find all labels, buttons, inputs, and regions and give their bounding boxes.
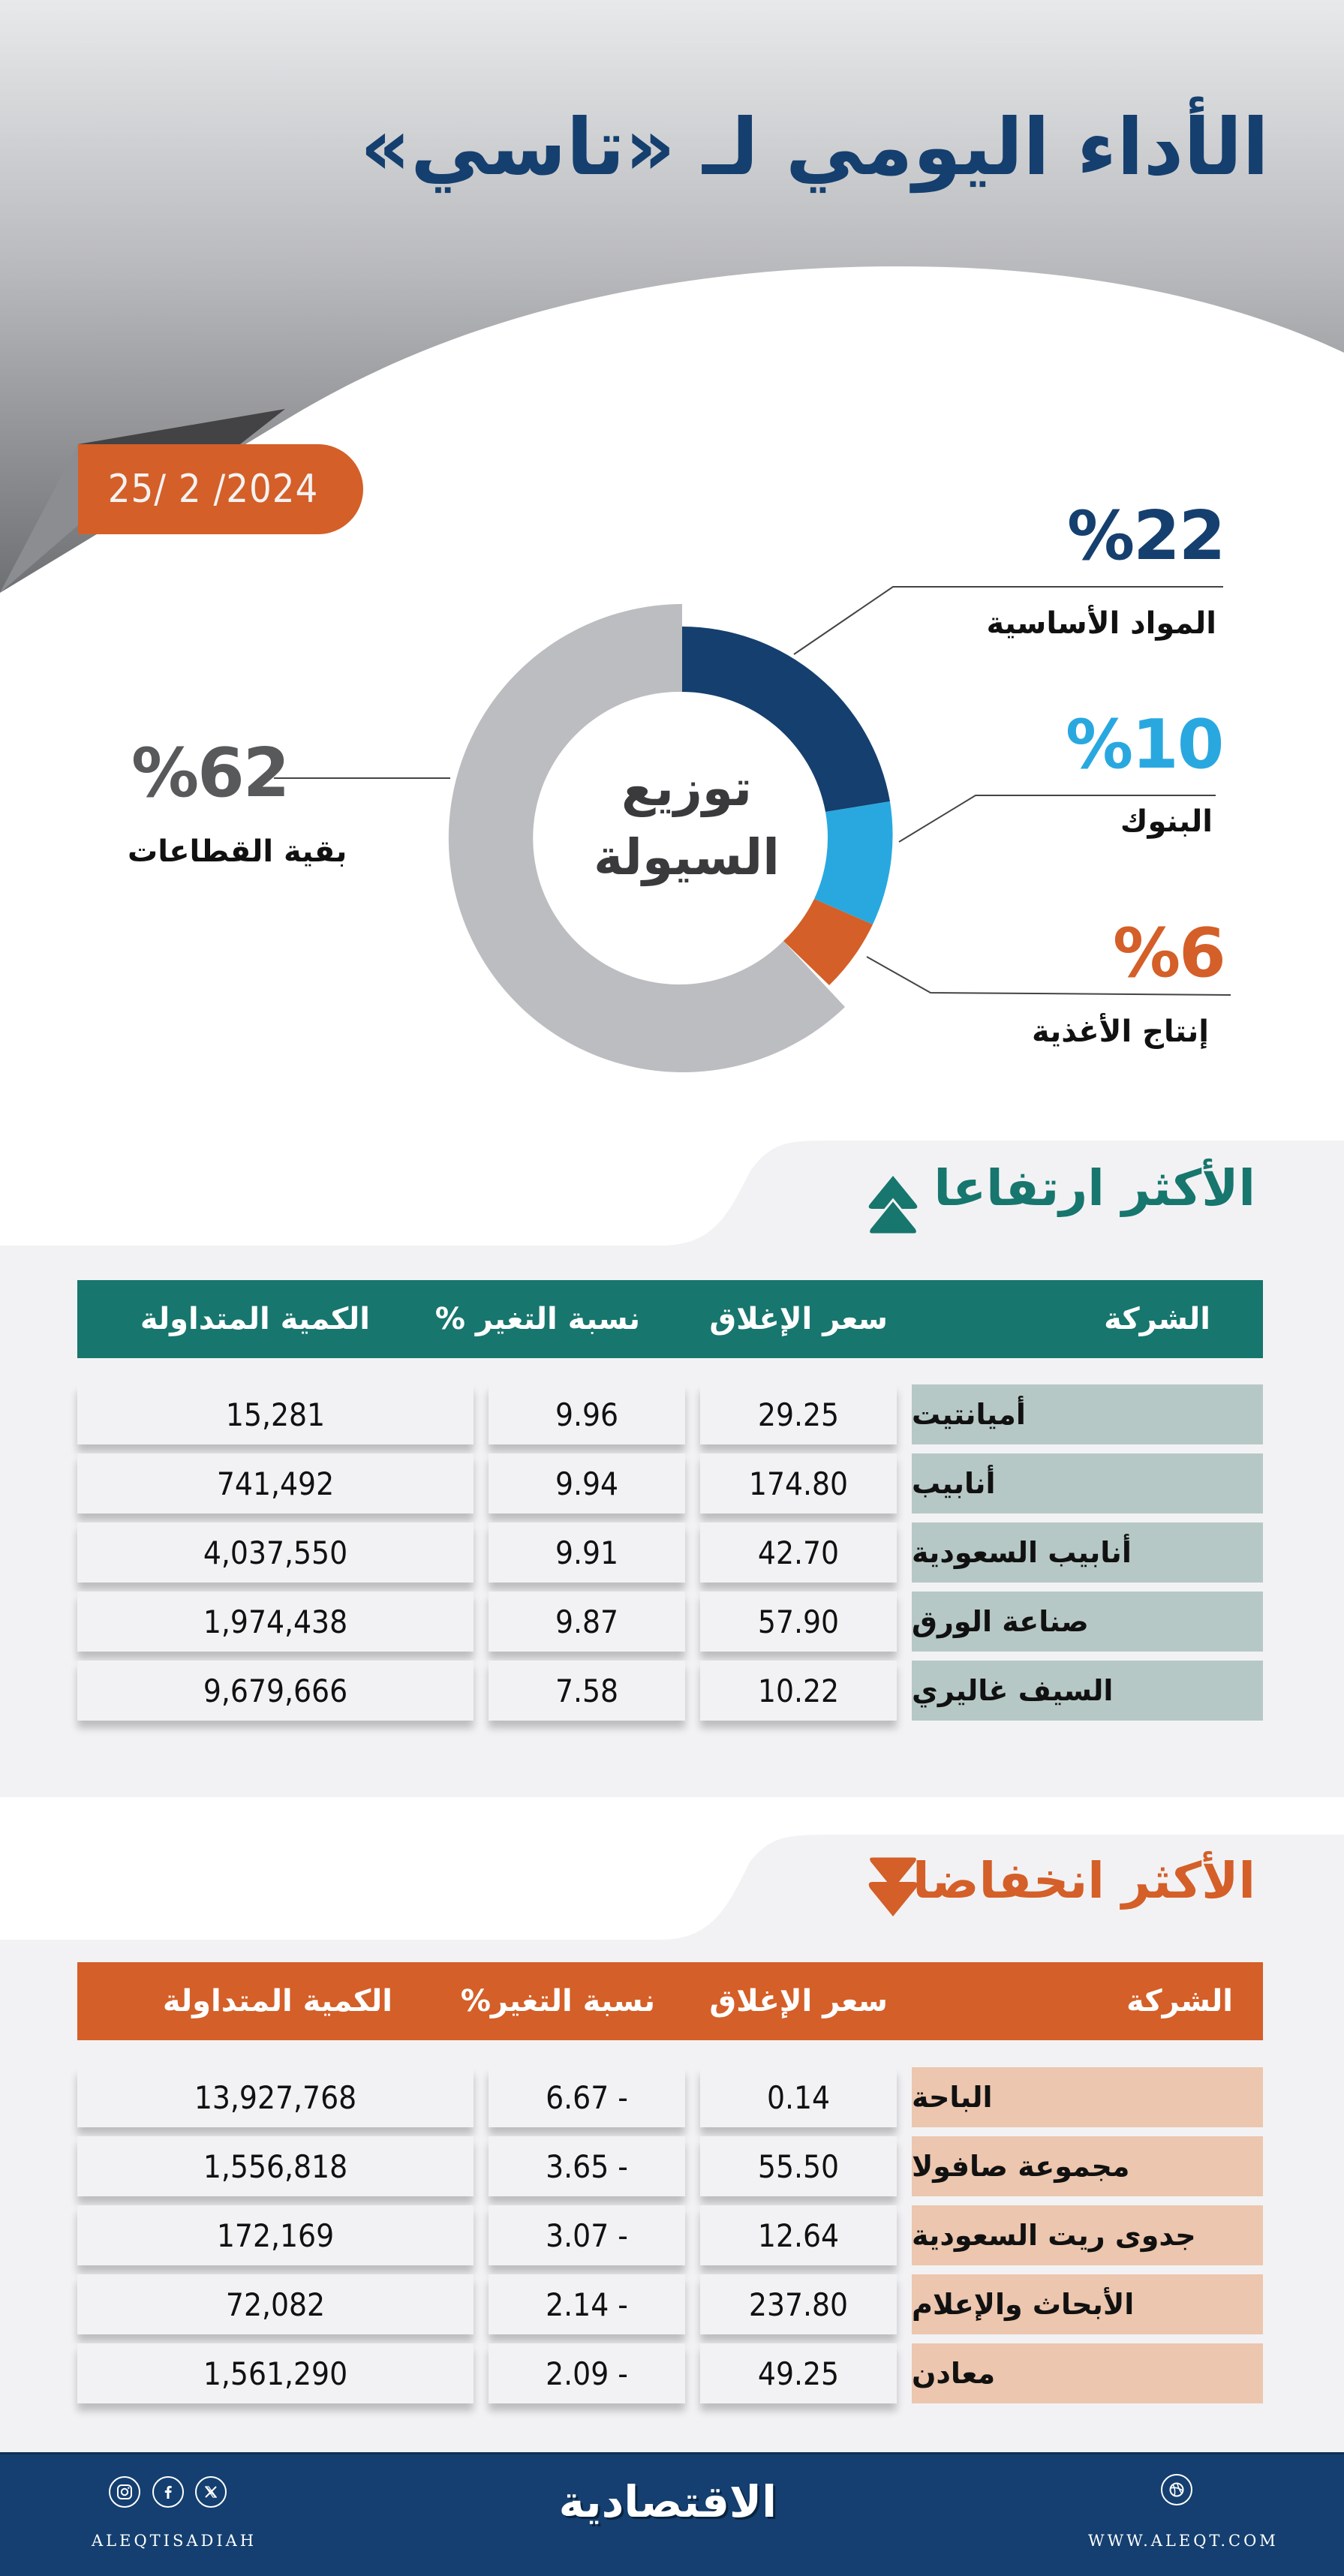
- cell-volume: 172,169: [77, 2205, 474, 2265]
- cell-change: 2.09 -: [489, 2343, 685, 2403]
- cell-company: صناعة الورق: [912, 1592, 1263, 1652]
- table-row: 15,281 9.96 29.25 أميانتيت: [77, 1384, 1263, 1444]
- table-row: 1,974,438 9.87 57.90 صناعة الورق: [77, 1592, 1263, 1652]
- label-food: إنتاج الأغذية: [1031, 1014, 1209, 1049]
- cell-volume: 72,082: [77, 2274, 474, 2334]
- instagram-icon[interactable]: [109, 2476, 140, 2508]
- cell-close: 174.80: [700, 1453, 897, 1513]
- table-row: 4,037,550 9.91 42.70 أنابيب السعودية: [77, 1522, 1263, 1583]
- cell-change: 9.91: [489, 1522, 685, 1583]
- double-chevron-up-icon: [867, 1176, 919, 1236]
- col-company: الشركة: [1126, 1984, 1233, 2018]
- cell-volume: 1,561,290: [77, 2343, 474, 2403]
- pct-food: %6: [1113, 914, 1226, 993]
- segment-banks: [814, 801, 893, 924]
- table-row: 1,556,818 3.65 - 55.50 مجموعة صافولا: [77, 2136, 1263, 2196]
- cell-company: مجموعة صافولا: [912, 2136, 1263, 2196]
- social-handle[interactable]: ALEQTISADIAH: [92, 2532, 257, 2550]
- cell-close: 57.90: [700, 1592, 897, 1652]
- cell-close: 55.50: [700, 2136, 897, 2196]
- cell-close: 42.70: [700, 1522, 897, 1583]
- cell-change: 3.65 -: [489, 2136, 685, 2196]
- pct-rest: %62: [131, 734, 290, 813]
- cell-change: 9.96: [489, 1384, 685, 1444]
- table-row: 9,679,666 7.58 10.22 السيف غاليري: [77, 1661, 1263, 1721]
- globe-icon[interactable]: [1161, 2474, 1192, 2505]
- cell-company: جدوى ريت السعودية: [912, 2205, 1263, 2265]
- cell-close: 12.64: [700, 2205, 897, 2265]
- col-volume: الكمية المتداولة: [140, 1302, 370, 1336]
- double-chevron-down-icon: [867, 1855, 919, 1916]
- segment-basic-materials: [682, 627, 890, 812]
- pct-banks: %10: [1066, 705, 1224, 784]
- label-basic-materials: المواد الأساسية: [986, 606, 1216, 641]
- losers-title: الأكثر انخفاضا: [913, 1852, 1255, 1910]
- cell-volume: 741,492: [77, 1453, 474, 1513]
- label-rest: بقية القطاعات: [128, 834, 347, 869]
- col-change: نسبة التغير %: [434, 1302, 640, 1336]
- x-icon[interactable]: [195, 2476, 227, 2508]
- segment-rest: [448, 604, 845, 1072]
- cell-volume: 1,974,438: [77, 1592, 474, 1652]
- cell-volume: 13,927,768: [77, 2067, 474, 2127]
- label-banks: البنوك: [1120, 804, 1213, 839]
- table-row: 172,169 3.07 - 12.64 جدوى ريت السعودية: [77, 2205, 1263, 2265]
- segment-food: [783, 899, 873, 985]
- cell-volume: 9,679,666: [77, 1661, 474, 1721]
- col-volume: الكمية المتداولة: [162, 1984, 392, 2018]
- table-row: 13,927,768 6.67 - 0.14 الباحة: [77, 2067, 1263, 2127]
- losers-table-header: الشركة سعر الإغلاق نسبة التغير% الكمية ا…: [77, 1962, 1263, 2040]
- hero-background: [0, 0, 1344, 593]
- cell-company: أنابيب السعودية: [912, 1522, 1263, 1583]
- cell-change: 2.14 -: [489, 2274, 685, 2334]
- page-title: الأداء اليومي لـ «تاسي»: [359, 101, 1270, 193]
- cell-company: أميانتيت: [912, 1384, 1263, 1444]
- hero-section: الأداء اليومي لـ «تاسي» 25/ 2 /2024 توزي…: [0, 0, 1344, 1126]
- cell-company: الباحة: [912, 2067, 1263, 2127]
- pct-basic-materials: %22: [1067, 497, 1225, 576]
- liquidity-donut-chart: [274, 586, 1231, 1072]
- col-close: سعر الإغلاق: [709, 1302, 888, 1336]
- table-row: 72,082 2.14 - 237.80 الأبحاث والإعلام: [77, 2274, 1263, 2334]
- cell-close: 237.80: [700, 2274, 897, 2334]
- cell-close: 0.14: [700, 2067, 897, 2127]
- cell-company: أنابيب: [912, 1453, 1263, 1513]
- gainers-table-header: الشركة سعر الإغلاق نسبة التغير % الكمية …: [77, 1280, 1263, 1358]
- cell-change: 7.58: [489, 1661, 685, 1721]
- cell-company: السيف غاليري: [912, 1661, 1263, 1721]
- cell-change: 9.94: [489, 1453, 685, 1513]
- table-row: 1,561,290 2.09 - 49.25 معادن: [77, 2343, 1263, 2403]
- table-row: 741,492 9.94 174.80 أنابيب: [77, 1453, 1263, 1513]
- col-change: نسبة التغير%: [460, 1984, 655, 2018]
- col-close: سعر الإغلاق: [709, 1984, 888, 2018]
- cell-company: معادن: [912, 2343, 1263, 2403]
- cell-close: 29.25: [700, 1384, 897, 1444]
- cell-change: 6.67 -: [489, 2067, 685, 2127]
- cell-volume: 15,281: [77, 1384, 474, 1444]
- footer: [0, 2452, 1344, 2576]
- cell-volume: 4,037,550: [77, 1522, 474, 1583]
- date-badge: 25/ 2 /2024: [78, 444, 363, 534]
- cell-company: الأبحاث والإعلام: [912, 2274, 1263, 2334]
- cell-close: 49.25: [700, 2343, 897, 2403]
- facebook-icon[interactable]: [152, 2476, 184, 2508]
- cell-volume: 1,556,818: [77, 2136, 474, 2196]
- cell-close: 10.22: [700, 1661, 897, 1721]
- website-link[interactable]: WWW.ALEQT.COM: [1088, 2532, 1279, 2550]
- cell-change: 3.07 -: [489, 2205, 685, 2265]
- gainers-title: الأكثر ارتفاعا: [934, 1159, 1255, 1217]
- date-text: 25/ 2 /2024: [107, 467, 319, 512]
- donut-center-label: توزيع السيولة: [594, 759, 780, 886]
- col-company: الشركة: [1104, 1302, 1210, 1336]
- cell-change: 9.87: [489, 1592, 685, 1652]
- aleqtisadiah-logo[interactable]: الاقتصادية: [558, 2476, 777, 2527]
